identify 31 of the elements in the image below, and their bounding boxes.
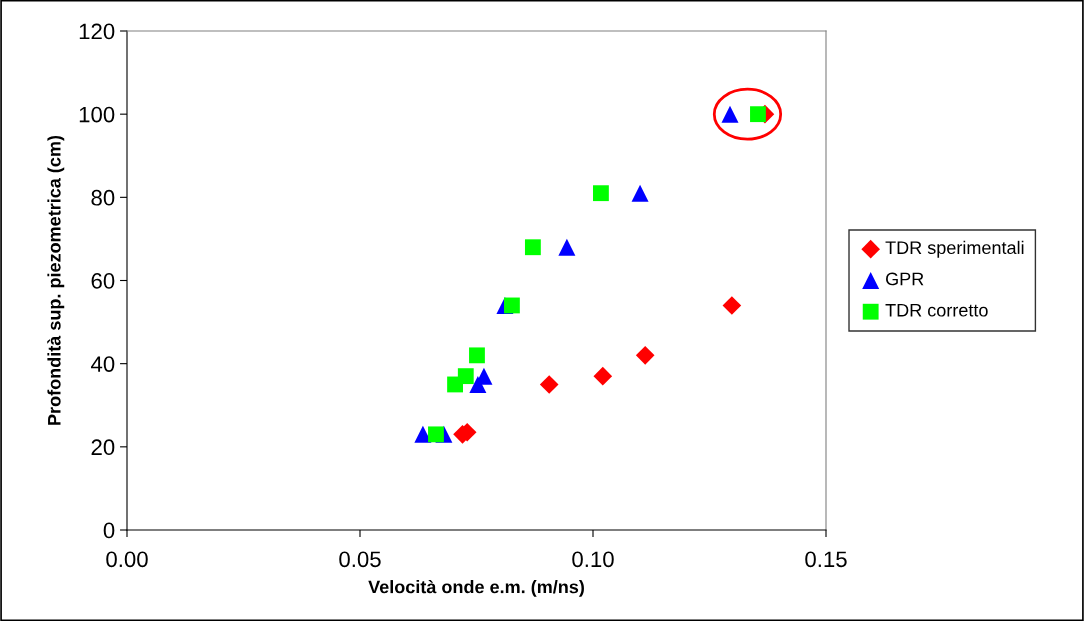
point <box>593 366 613 386</box>
point <box>504 297 520 314</box>
point <box>539 375 559 394</box>
y-tick-label: 60 <box>91 273 115 289</box>
point <box>722 296 742 315</box>
point <box>721 105 739 123</box>
point <box>414 425 432 443</box>
y-tick-label: 100 <box>79 106 115 123</box>
legend-label: TDR sperimentali <box>885 240 1024 258</box>
x-axis-title: Velocità onde e.m. (m/ns) <box>368 579 584 597</box>
x-tick-label: 0.00 <box>106 551 148 568</box>
y-tick-label: 120 <box>79 23 115 40</box>
x-tick-label: 0.10 <box>572 551 614 568</box>
y-tick-label: 0 <box>103 522 115 539</box>
point <box>428 426 444 443</box>
point <box>457 368 474 385</box>
legend-label: GPR <box>886 272 924 286</box>
x-tick-label: 0.05 <box>339 551 381 568</box>
y-tick-label: 40 <box>90 356 115 372</box>
point <box>469 347 485 364</box>
point <box>750 106 766 123</box>
point <box>558 238 576 256</box>
point <box>524 239 541 256</box>
y-tick-label: 20 <box>91 439 115 456</box>
x-tick-label: 0.15 <box>805 551 847 568</box>
legend-label: TDR corretto <box>885 304 988 317</box>
y-tick-label: 80 <box>91 189 115 206</box>
point <box>593 185 609 202</box>
point <box>631 184 649 202</box>
y-axis-title: Profondità sup. piezometrica (cm) <box>47 135 65 425</box>
point <box>635 346 655 365</box>
